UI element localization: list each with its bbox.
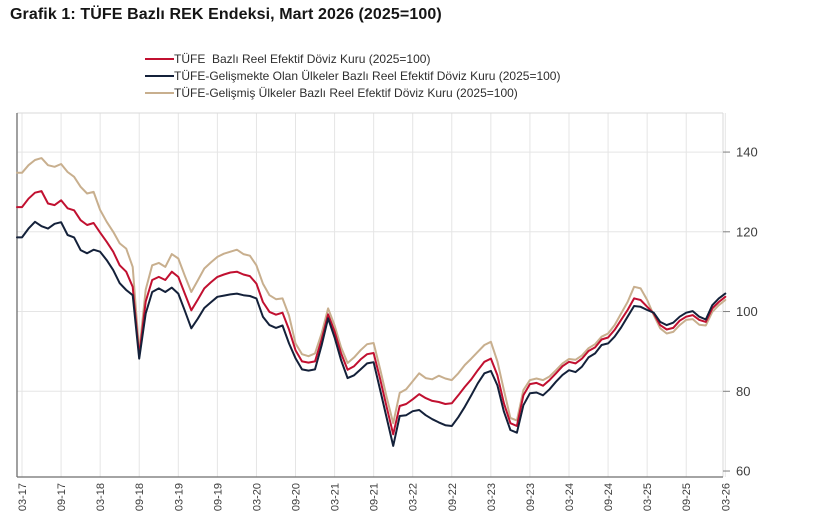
x-tick-label: 03-18 [95,483,107,511]
series-line-1 [16,220,727,447]
legend-item: TÜFE Bazlı Reel Efektif Döviz Kuru (2025… [145,52,560,66]
x-tick-label: 09-24 [603,483,615,511]
chart-title: Grafik 1: TÜFE Bazlı REK Endeksi, Mart 2… [10,6,442,23]
x-tick-label: 03-20 [251,483,263,511]
legend-line-swatch [145,75,174,77]
x-tick-label: 03-17 [17,483,29,511]
y-tick-label: 100 [736,304,758,319]
x-tick-label: 09-25 [681,483,693,511]
legend-item: TÜFE-Gelişmekte Olan Ülkeler Bazlı Reel … [145,69,560,83]
series-line-2 [16,157,727,425]
x-tick-label: 03-19 [173,483,185,511]
x-tick-label: 09-19 [212,483,224,511]
series-lines [16,157,727,447]
y-tick-label: 120 [736,224,758,239]
x-tick-label: 09-23 [525,483,537,511]
x-tick-label: 03-25 [642,483,654,511]
legend-label: TÜFE-Gelişmekte Olan Ülkeler Bazlı Reel … [174,69,561,83]
x-tick-label: 09-18 [134,483,146,511]
series-line-0 [16,190,727,436]
y-tick-label: 140 [736,145,758,160]
legend-label: TÜFE-Gelişmiş Ülkeler Bazlı Reel Efektif… [174,86,518,100]
x-axis-labels: 03-17 09-17 03-18 09-18 03-19 09-19 03-20 09-20… [17,483,732,511]
x-tick-label: 09-20 [291,483,303,511]
x-tick-label: 03-21 [330,483,342,511]
x-tick-label: 09-17 [56,483,68,511]
legend-label: TÜFE Bazlı Reel Efektif Döviz Kuru (2025… [174,52,431,66]
y-axis-ticks: 60 80 100 120 140 [723,145,758,479]
x-tick-label: 03-22 [408,483,420,511]
legend-line-swatch [145,58,174,60]
legend-item: TÜFE-Gelişmiş Ülkeler Bazlı Reel Efektif… [145,86,560,100]
x-tick-label: 03-26 [720,483,732,511]
legend-line-swatch [145,92,174,94]
x-tick-label: 03-23 [486,483,498,511]
x-tick-label: 03-24 [564,483,576,511]
gridlines [17,113,726,477]
x-tick-label: 09-21 [369,483,381,511]
y-tick-label: 60 [736,464,750,479]
x-tick-label: 09-22 [447,483,459,511]
y-tick-label: 80 [736,384,750,399]
chart-legend: TÜFE Bazlı Reel Efektif Döviz Kuru (2025… [145,52,560,100]
